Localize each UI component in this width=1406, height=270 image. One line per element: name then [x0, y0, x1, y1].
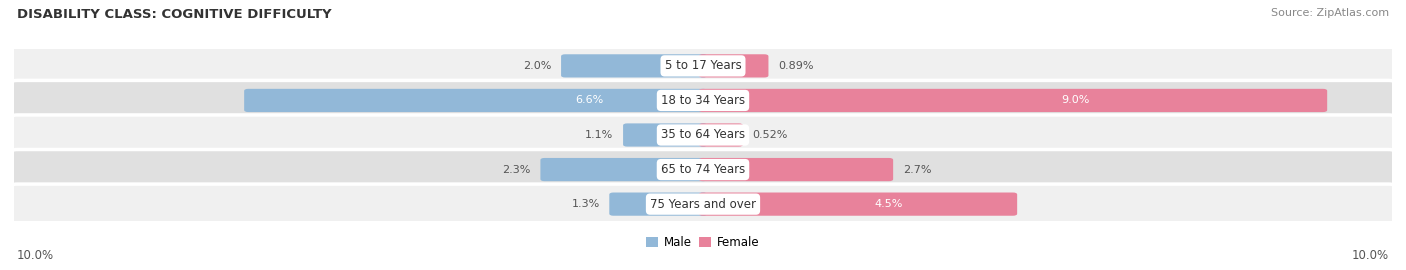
- Text: 18 to 34 Years: 18 to 34 Years: [661, 94, 745, 107]
- Text: 2.7%: 2.7%: [903, 164, 931, 175]
- Text: 6.6%: 6.6%: [575, 95, 603, 106]
- Text: 2.0%: 2.0%: [523, 61, 551, 71]
- Text: 2.3%: 2.3%: [502, 164, 531, 175]
- Text: 0.89%: 0.89%: [778, 61, 814, 71]
- FancyBboxPatch shape: [10, 150, 1396, 190]
- Text: 65 to 74 Years: 65 to 74 Years: [661, 163, 745, 176]
- Text: 9.0%: 9.0%: [1062, 95, 1090, 106]
- FancyBboxPatch shape: [10, 184, 1396, 224]
- FancyBboxPatch shape: [699, 54, 769, 77]
- FancyBboxPatch shape: [245, 89, 707, 112]
- FancyBboxPatch shape: [699, 158, 893, 181]
- Text: 35 to 64 Years: 35 to 64 Years: [661, 129, 745, 141]
- Text: 75 Years and over: 75 Years and over: [650, 198, 756, 211]
- Text: 0.52%: 0.52%: [752, 130, 787, 140]
- Text: 4.5%: 4.5%: [875, 199, 903, 209]
- FancyBboxPatch shape: [623, 123, 707, 147]
- FancyBboxPatch shape: [699, 123, 742, 147]
- Text: 10.0%: 10.0%: [1353, 249, 1389, 262]
- FancyBboxPatch shape: [561, 54, 707, 77]
- FancyBboxPatch shape: [699, 193, 1017, 216]
- Text: DISABILITY CLASS: COGNITIVE DIFFICULTY: DISABILITY CLASS: COGNITIVE DIFFICULTY: [17, 8, 332, 21]
- Text: 1.1%: 1.1%: [585, 130, 613, 140]
- FancyBboxPatch shape: [10, 46, 1396, 86]
- Text: 10.0%: 10.0%: [17, 249, 53, 262]
- FancyBboxPatch shape: [540, 158, 707, 181]
- Text: 1.3%: 1.3%: [571, 199, 599, 209]
- Legend: Male, Female: Male, Female: [641, 231, 765, 254]
- FancyBboxPatch shape: [609, 193, 707, 216]
- FancyBboxPatch shape: [10, 115, 1396, 155]
- Text: Source: ZipAtlas.com: Source: ZipAtlas.com: [1271, 8, 1389, 18]
- FancyBboxPatch shape: [699, 89, 1327, 112]
- FancyBboxPatch shape: [10, 80, 1396, 120]
- Text: 5 to 17 Years: 5 to 17 Years: [665, 59, 741, 72]
